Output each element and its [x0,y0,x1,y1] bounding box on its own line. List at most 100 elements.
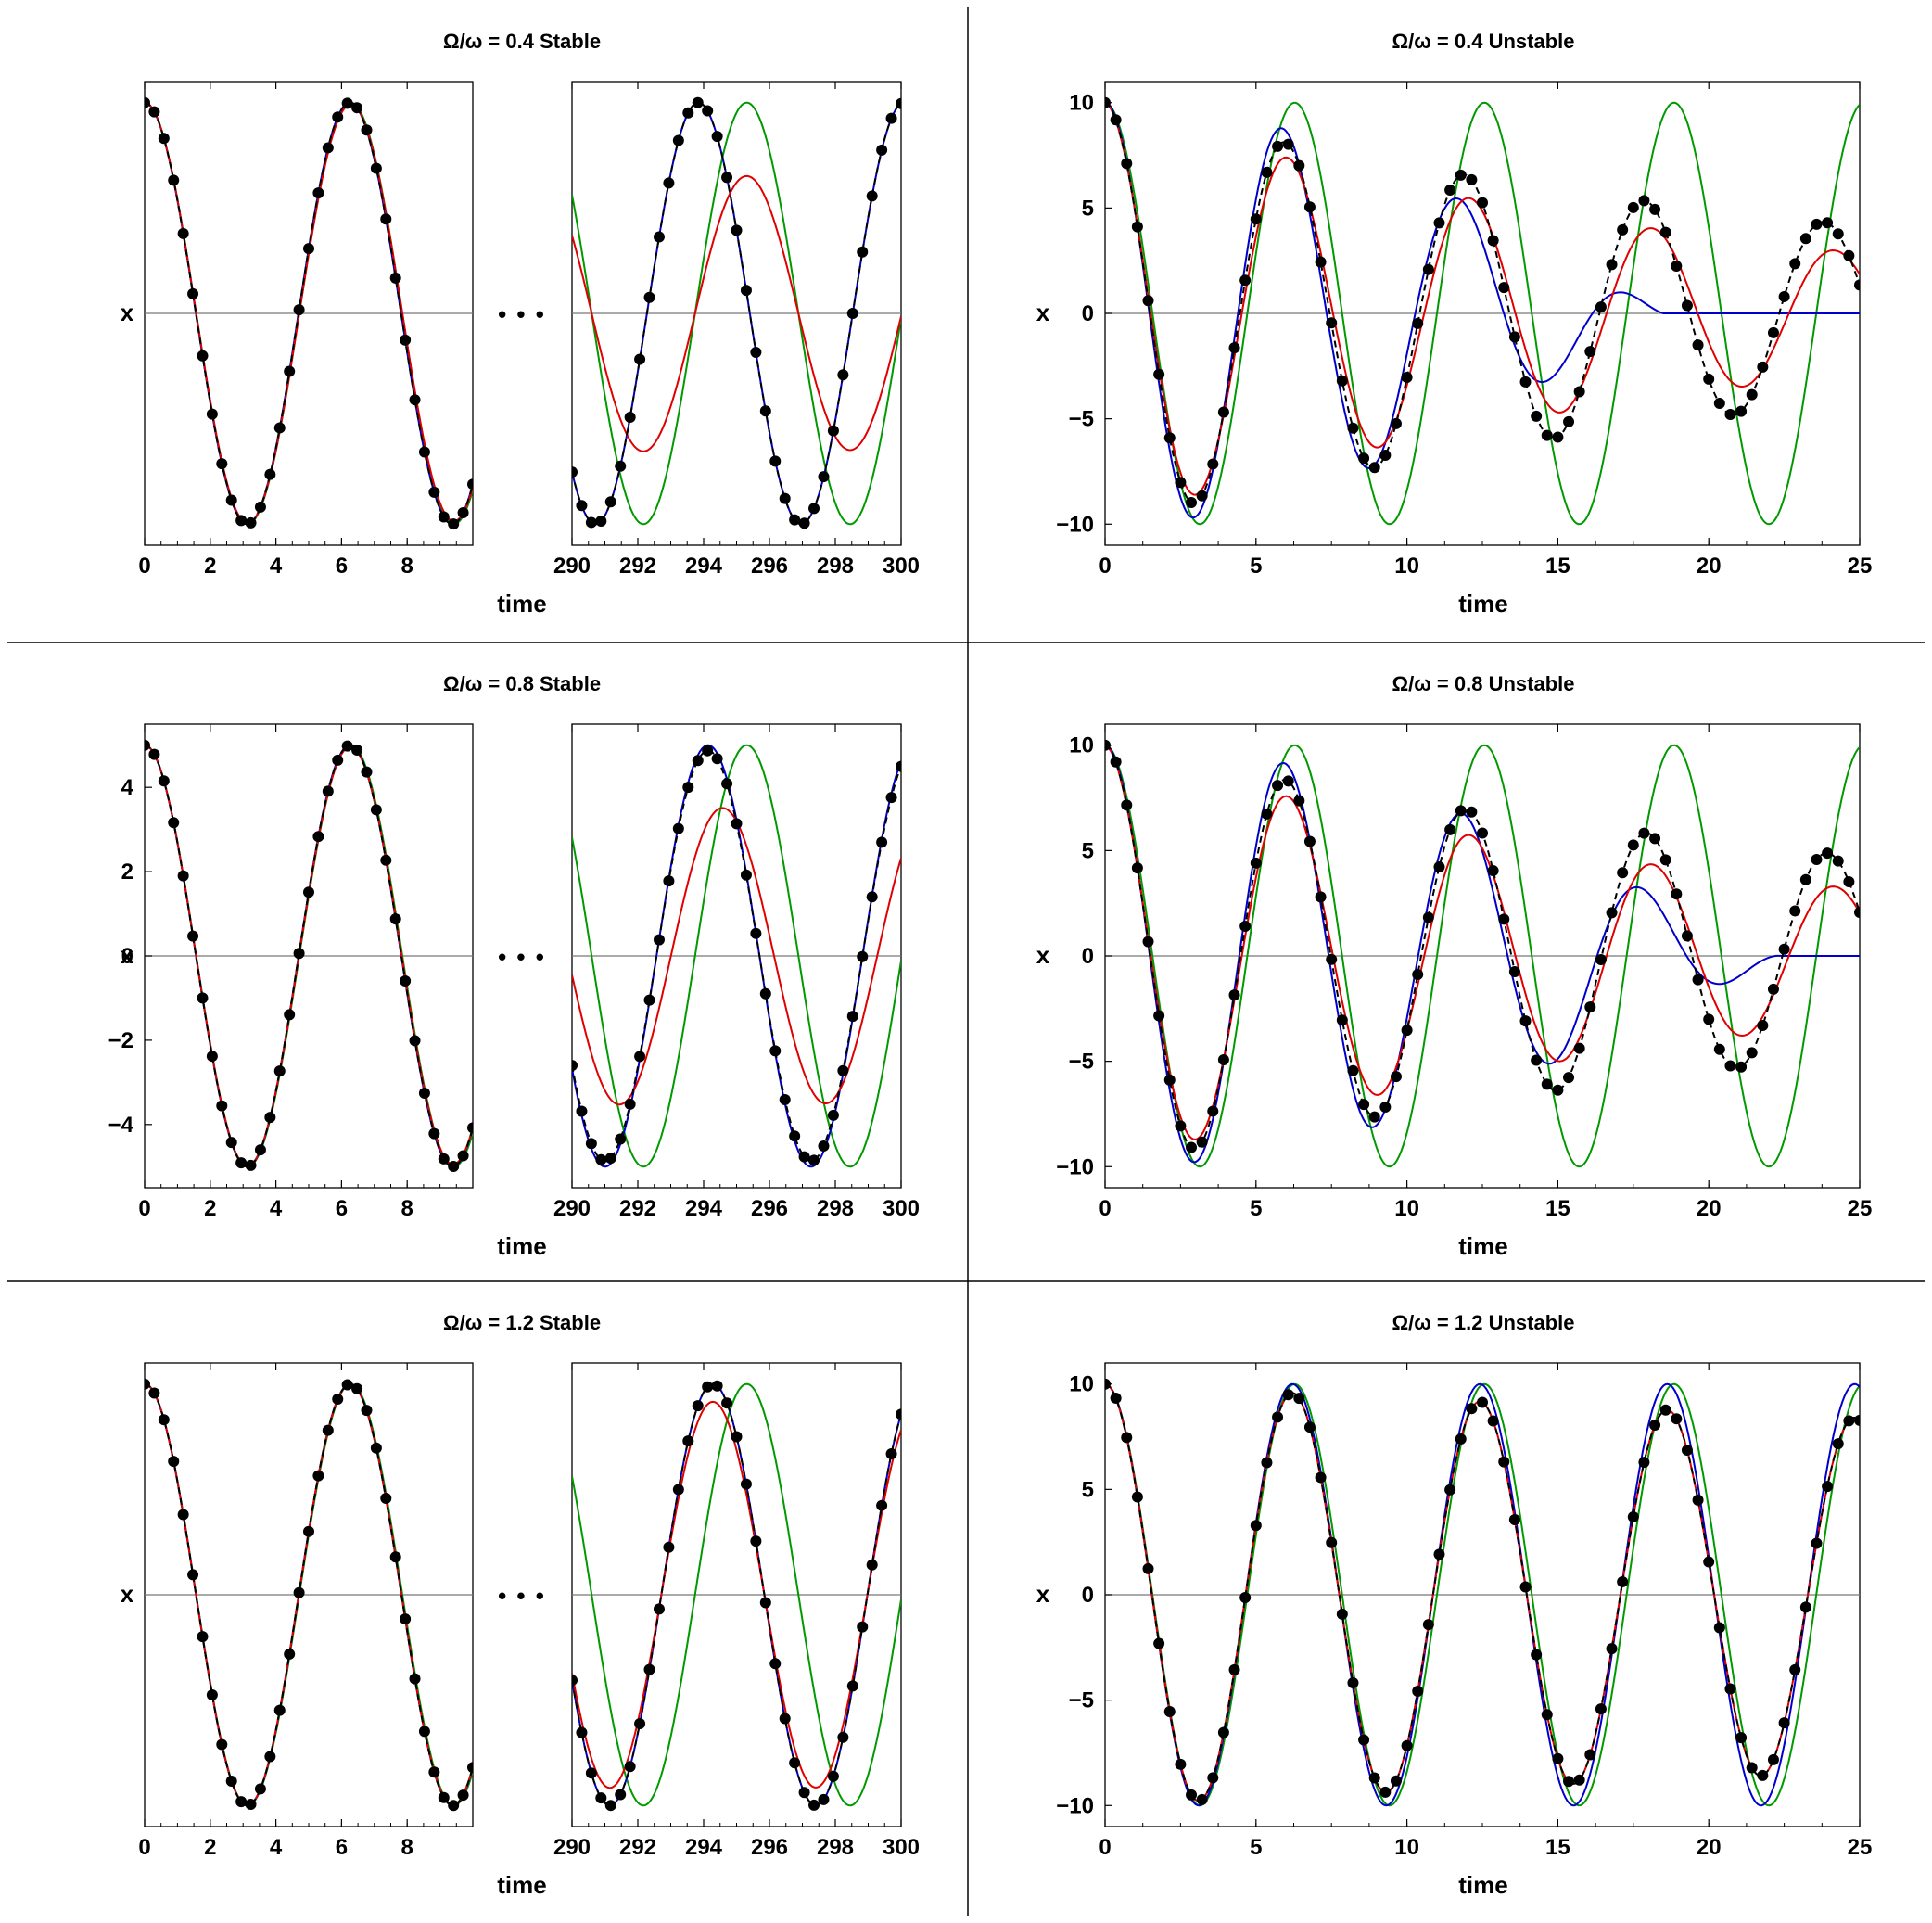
y-axis-label: x [1036,299,1050,326]
series-line-green-approx [1105,744,1860,1168]
data-point [1303,201,1316,213]
data-point [885,112,897,124]
data-point [225,1776,237,1788]
panel-title: Ω/ω = 0.8 Unstable [1392,672,1574,695]
data-point [1239,274,1252,287]
data-point [595,1153,607,1165]
data-point [1121,799,1133,811]
data-point [1368,462,1380,474]
series-group [572,1380,901,1812]
data-point [216,458,228,470]
data-point [273,1704,286,1716]
data-point [1336,1014,1348,1026]
data-point [885,1447,897,1459]
data-point [1767,983,1779,995]
x-tick-label: 5 [1250,554,1262,579]
plot-segment-1: 290 292 294 296 298 300 [553,81,920,579]
x-tick-label: 292 [619,554,656,579]
series-group [1105,739,1860,1168]
data-point [615,1133,627,1145]
data-point [672,134,684,146]
data-point [428,486,440,498]
data-point [1121,158,1133,170]
x-tick-label: 300 [883,1835,920,1860]
y-tick-label: 0 [1082,301,1094,326]
data-point [197,350,209,362]
data-point [1659,226,1671,238]
data-point [876,836,888,848]
data-point [235,1157,248,1169]
data-point [1584,346,1596,358]
data-point [1379,1786,1392,1798]
data-point [750,927,762,939]
data-point [1735,405,1748,417]
data-point [1466,806,1478,818]
x-tick-label: 0 [138,554,150,579]
data-point [158,775,170,787]
data-point [448,518,460,530]
data-point [1595,301,1607,313]
data-point [1207,458,1219,470]
data-point [438,511,450,523]
data-point [818,471,830,483]
data-point [1358,1734,1370,1746]
data-point [168,1456,180,1468]
data-point [370,1442,382,1454]
y-tick-label: 5 [1082,838,1094,863]
data-point [1142,936,1154,948]
data-point [438,1791,450,1803]
data-point [1671,1413,1683,1425]
data-point [1713,1622,1725,1634]
data-point [1595,1703,1607,1715]
data-point [1638,827,1650,839]
x-tick-label: 296 [751,1196,788,1221]
data-point [400,1613,412,1625]
data-point [1617,223,1629,236]
data-point [145,739,150,751]
data-point [857,1621,869,1633]
data-point [341,97,353,109]
x-tick-label: 0 [1099,554,1111,579]
data-point [1228,1663,1240,1675]
x-tick-label: 290 [553,1196,591,1221]
data-point [1358,452,1370,465]
data-point [1228,342,1240,354]
x-tick-label: 5 [1250,1196,1262,1221]
data-point [1121,1432,1133,1444]
data-point [702,105,714,117]
data-point [438,1153,450,1165]
data-point [750,346,762,358]
data-point [1822,847,1834,860]
plot-segment-1: 290 292 294 296 298 300 [553,1362,920,1860]
panel-title: Ω/ω = 0.4 Unstable [1392,30,1574,53]
data-point [1541,1709,1553,1721]
data-point [1315,891,1327,903]
data-point [1703,373,1715,385]
data-point [389,272,401,284]
x-tick-label: 300 [883,554,920,579]
data-point [1531,1054,1543,1066]
data-point [1477,1396,1488,1408]
y-tick-label: −10 [1056,512,1094,537]
data-point [361,766,373,778]
data-point [303,243,314,255]
data-point [740,1478,752,1490]
y-tick-label: 5 [1082,196,1094,221]
data-point [721,1397,733,1409]
data-point [1153,1637,1165,1649]
x-tick-label: 4 [270,1196,283,1221]
data-point [284,1648,296,1660]
y-tick-label: 10 [1069,733,1094,758]
data-point [759,405,771,417]
data-point [692,1400,704,1412]
series-group [145,739,473,1173]
data-point [1455,805,1467,817]
data-point [1799,873,1811,885]
x-tick-label: 10 [1394,1196,1419,1221]
data-point [1519,376,1532,388]
data-point [1196,1793,1208,1805]
data-point [827,1109,839,1121]
data-point [1303,835,1316,847]
data-point [808,1154,820,1166]
